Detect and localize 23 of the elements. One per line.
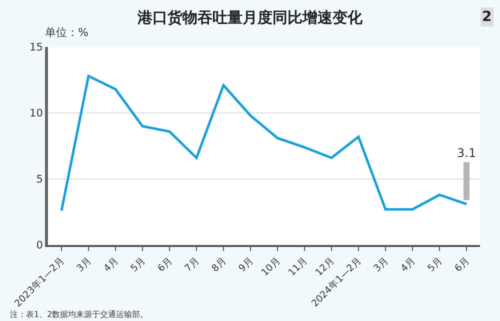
x-tick-label: 9月: [236, 255, 256, 274]
y-tick-label: 15: [30, 42, 43, 54]
x-tick-label: 3月: [372, 255, 391, 274]
x-tick-label: 11月: [286, 255, 310, 279]
x-tick-label: 10月: [260, 255, 283, 279]
text: 注：表1、2数据均来源于交通运输部。: [10, 310, 148, 319]
x-tick-label: 8月: [210, 255, 229, 274]
y-axis-title: 单位：%: [45, 26, 88, 39]
x-tick-label: 6月: [452, 255, 472, 274]
x-tick-label: 4月: [398, 255, 418, 274]
x-tick-label: 5月: [426, 255, 445, 274]
text: 2: [482, 9, 492, 25]
x-tick-label: 7月: [182, 255, 202, 274]
y-tick-label: 5: [36, 174, 43, 186]
x-tick-label: 3月: [74, 255, 94, 274]
x-tick-label: 12月: [314, 255, 337, 279]
y-tick-label: 10: [30, 108, 43, 120]
x-tick-label: 4月: [102, 255, 121, 274]
x-tick-label: 6月: [156, 255, 175, 274]
y-tick-label: 0: [36, 240, 43, 252]
x-tick-label: 5月: [128, 255, 148, 274]
chart-title: 港口货物吞吐量月度同比增速变化: [136, 8, 364, 26]
data-label: 3.1: [457, 146, 476, 160]
